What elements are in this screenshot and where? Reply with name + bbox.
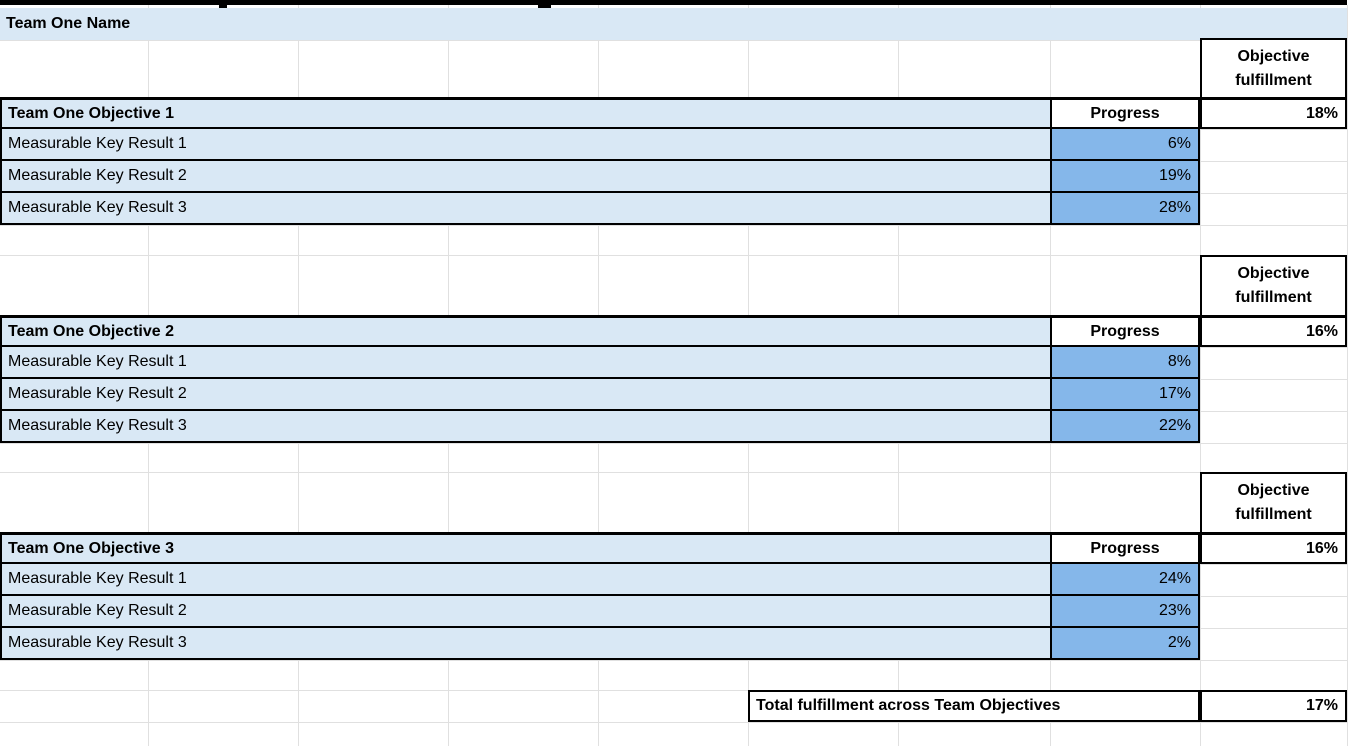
- objective-fulfillment-value[interactable]: 18%: [1200, 97, 1347, 129]
- key-result-progress-value[interactable]: 8%: [1050, 347, 1200, 379]
- key-result-progress-value[interactable]: 2%: [1050, 628, 1200, 660]
- gridline-horizontal: [0, 443, 1347, 444]
- total-fulfillment-label-cell[interactable]: Total fulfillment across Team Objectives: [748, 690, 1200, 722]
- gridline-vertical: [1347, 5, 1348, 746]
- cropped-text-descender: [219, 5, 227, 9]
- objective-title-cell[interactable]: Team One Objective 2: [0, 315, 1050, 347]
- objective-title-cell[interactable]: Team One Objective 1: [0, 97, 1050, 129]
- key-result-progress-value[interactable]: 6%: [1050, 129, 1200, 161]
- key-result-cell[interactable]: Measurable Key Result 1: [0, 347, 1050, 379]
- key-result-progress-value[interactable]: 28%: [1050, 193, 1200, 225]
- gridline-horizontal: [0, 40, 1347, 41]
- cropped-text-descender: [538, 5, 551, 9]
- key-result-progress-value[interactable]: 24%: [1050, 564, 1200, 596]
- objective-fulfillment-header[interactable]: Objective fulfillment: [1200, 255, 1347, 317]
- key-result-progress-value[interactable]: 23%: [1050, 596, 1200, 628]
- team-name-cell[interactable]: Team One Name: [0, 8, 1347, 40]
- key-result-progress-value[interactable]: 17%: [1050, 379, 1200, 411]
- objective-title-cell[interactable]: Team One Objective 3: [0, 532, 1050, 564]
- objective-fulfillment-header[interactable]: Objective fulfillment: [1200, 38, 1347, 99]
- gridline-horizontal: [0, 690, 1347, 691]
- key-result-cell[interactable]: Measurable Key Result 2: [0, 379, 1050, 411]
- total-fulfillment-value-cell[interactable]: 17%: [1200, 690, 1347, 722]
- objective-fulfillment-value[interactable]: 16%: [1200, 315, 1347, 347]
- key-result-cell[interactable]: Measurable Key Result 1: [0, 564, 1050, 596]
- progress-header-cell[interactable]: Progress: [1050, 532, 1200, 564]
- progress-header-cell[interactable]: Progress: [1050, 315, 1200, 347]
- gridline-horizontal: [0, 722, 1347, 723]
- gridline-horizontal: [0, 225, 1347, 226]
- key-result-progress-value[interactable]: 19%: [1050, 161, 1200, 193]
- objective-fulfillment-value[interactable]: 16%: [1200, 532, 1347, 564]
- gridline-horizontal: [0, 472, 1347, 473]
- gridline-horizontal: [0, 660, 1347, 661]
- key-result-cell[interactable]: Measurable Key Result 1: [0, 129, 1050, 161]
- objective-fulfillment-header[interactable]: Objective fulfillment: [1200, 472, 1347, 534]
- gridline-vertical: [1200, 5, 1201, 746]
- key-result-cell[interactable]: Measurable Key Result 2: [0, 596, 1050, 628]
- cropped-top-row-border: [0, 0, 1347, 5]
- progress-header-cell[interactable]: Progress: [1050, 97, 1200, 129]
- key-result-cell[interactable]: Measurable Key Result 3: [0, 411, 1050, 443]
- key-result-cell[interactable]: Measurable Key Result 2: [0, 161, 1050, 193]
- key-result-cell[interactable]: Measurable Key Result 3: [0, 628, 1050, 660]
- gridline-horizontal: [0, 255, 1347, 256]
- key-result-cell[interactable]: Measurable Key Result 3: [0, 193, 1050, 225]
- key-result-progress-value[interactable]: 22%: [1050, 411, 1200, 443]
